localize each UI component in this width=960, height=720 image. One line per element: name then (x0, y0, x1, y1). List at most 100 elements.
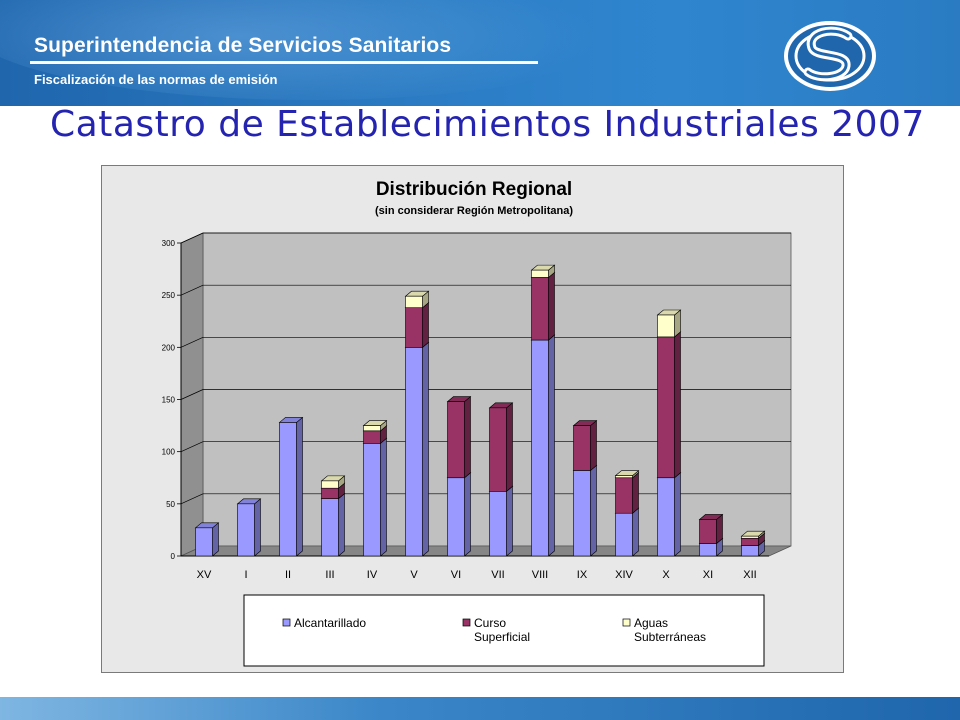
bar-segment (362, 419, 388, 432)
bar-front-face (405, 307, 423, 348)
x-tick-label: I (244, 569, 247, 581)
legend-label: Aguas (634, 616, 668, 630)
bar-segment (572, 464, 598, 557)
bar-segment (656, 331, 682, 479)
bar-segment (320, 475, 346, 489)
bar-front-face (279, 422, 297, 557)
bar-segment (404, 290, 430, 309)
bar-front-face (699, 543, 717, 557)
bar-front-face (489, 491, 507, 557)
bar-front-face (363, 443, 381, 557)
x-tick-label: X (662, 569, 670, 581)
bar-side-face (422, 341, 429, 557)
bar-segment (194, 522, 220, 557)
chart-subtitle: (sin considerar Región Metropolitana) (375, 205, 573, 217)
bar-front-face (447, 401, 465, 479)
legend-label: Curso (474, 616, 506, 630)
y-tick-label: 200 (162, 343, 176, 352)
bar-segment (530, 334, 556, 557)
legend-box (243, 594, 765, 667)
org-name: Superintendencia de Servicios Sanitarios (34, 34, 452, 57)
bar-segment (278, 416, 304, 557)
x-tick-label: XI (703, 569, 713, 581)
x-tick-label: VI (451, 569, 461, 581)
bar-side-face (548, 334, 555, 557)
bar-segment (236, 498, 262, 557)
y-tick-label: 100 (162, 448, 176, 457)
bar-front-face (531, 339, 549, 557)
bar-front-face (741, 535, 759, 539)
x-tick-label: VIII (532, 569, 549, 581)
bar-side-face (590, 464, 597, 557)
bar-front-face (405, 295, 423, 308)
bar-segment (446, 395, 472, 479)
sss-logo-icon (784, 21, 876, 91)
bar-front-face (741, 545, 759, 557)
header-divider (30, 61, 538, 64)
header-subtitle: Fiscalización de las normas de emisión (34, 72, 278, 87)
bar-front-face (363, 430, 381, 444)
bar-front-face (195, 527, 213, 557)
bar-side-face (464, 395, 471, 479)
x-tick-label: XV (197, 569, 212, 581)
bar-segment (488, 402, 514, 492)
bar-segment (698, 513, 724, 545)
y-gridline (180, 284, 204, 296)
bar-side-face (338, 492, 345, 557)
bar-segment (614, 472, 640, 514)
x-tick-label: XIV (615, 569, 633, 581)
bar-front-face (363, 425, 381, 432)
bar-front-face (615, 475, 633, 479)
bar-segment (404, 302, 430, 348)
bar-side-face (422, 302, 429, 348)
bar-segment (614, 470, 640, 479)
footer-bar (0, 697, 960, 720)
x-tick-label: IX (577, 569, 588, 581)
bar-side-face (464, 472, 471, 557)
bar-front-face (447, 477, 465, 557)
header-banner: Superintendencia de Servicios Sanitarios… (0, 0, 960, 106)
legend-label: Subterráneas (634, 630, 706, 644)
bar-front-face (237, 503, 255, 557)
bar-segment (530, 264, 556, 279)
bar-segment (656, 472, 682, 557)
y-gridline (180, 389, 204, 400)
bar-front-face (573, 425, 591, 471)
bar-segment (362, 437, 388, 557)
y-gridline (180, 337, 204, 348)
bar-side-face (548, 271, 555, 341)
bar-front-face (741, 537, 759, 546)
bar-front-face (321, 487, 339, 499)
bar-side-face (632, 507, 639, 557)
bar-front-face (321, 498, 339, 557)
y-tick-label: 0 (171, 552, 176, 561)
x-tick-label: IV (367, 569, 378, 581)
y-gridline (180, 441, 204, 452)
bar-front-face (699, 519, 717, 544)
legend-swatch (462, 618, 471, 627)
bar-side-face (674, 472, 681, 557)
y-tick-label: 300 (162, 239, 176, 248)
bar-segment (656, 309, 682, 338)
bar-segment (488, 485, 514, 557)
bar-side-face (632, 472, 639, 514)
legend-swatch (622, 618, 631, 627)
x-tick-label: V (410, 569, 418, 581)
bar-front-face (405, 347, 423, 557)
bar-side-face (506, 402, 513, 492)
chart-title: Distribución Regional (376, 179, 572, 200)
bar-front-face (489, 407, 507, 492)
x-tick-label: III (325, 569, 334, 581)
y-gridline (180, 493, 204, 505)
bar-front-face (531, 269, 549, 278)
bar-side-face (674, 331, 681, 479)
bar-front-face (657, 314, 675, 338)
bar-side-face (380, 437, 387, 557)
x-tick-label: II (285, 569, 291, 581)
legend-label: Alcantarillado (294, 616, 366, 630)
bar-segment (572, 419, 598, 472)
chart-container: Distribución Regional (sin considerar Re… (101, 165, 844, 673)
y-tick-label: 250 (162, 291, 176, 300)
bar-segment (320, 492, 346, 557)
